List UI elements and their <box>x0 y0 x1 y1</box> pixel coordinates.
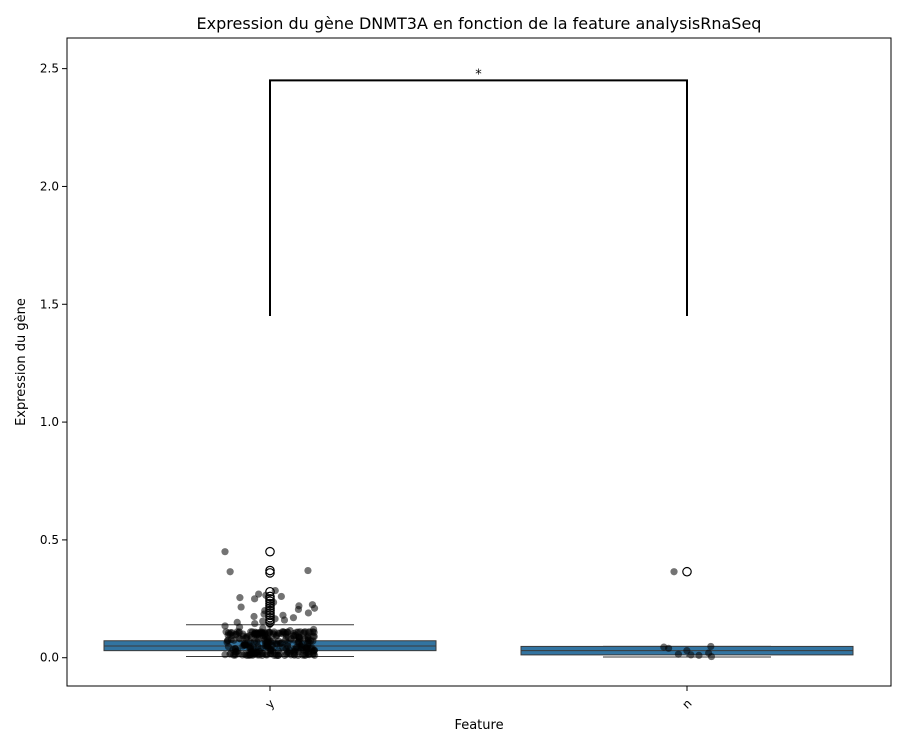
y-tick-label: 2.5 <box>40 62 59 76</box>
strip-point <box>670 568 678 576</box>
strip-point <box>235 650 243 658</box>
strip-point <box>307 637 315 645</box>
strip-point <box>268 647 277 655</box>
strip-point <box>271 615 279 623</box>
strip-point <box>281 651 289 659</box>
strip-point <box>277 592 285 601</box>
x-tick-label: n <box>679 696 694 711</box>
significance-bracket <box>269 79 688 317</box>
x-axis-label: Feature <box>454 718 503 733</box>
strip-point <box>252 648 260 656</box>
strip-point <box>292 646 300 654</box>
strip-point <box>259 649 267 658</box>
strip-point <box>233 628 241 636</box>
strip-point <box>665 644 673 652</box>
strip-point <box>230 636 238 644</box>
strip-point <box>221 651 229 659</box>
strip-point <box>221 622 229 630</box>
strip-point <box>223 638 231 646</box>
y-tick-label: 1.5 <box>40 297 59 311</box>
plot-area: 0.0 0.5 1.0 1.5 2.0 2.5 y n * <box>40 62 854 712</box>
strip-point <box>306 628 314 636</box>
strip-point <box>246 643 254 651</box>
strip-point <box>247 634 255 642</box>
y-tick-label: 0.0 <box>40 651 59 665</box>
strip-point <box>282 645 290 653</box>
strip-point <box>272 632 280 640</box>
strip-point <box>283 628 292 636</box>
strip-point <box>308 644 316 652</box>
strip-point <box>265 621 274 629</box>
strip-point <box>707 642 715 651</box>
strip-point <box>289 614 298 622</box>
strip-point <box>251 619 259 628</box>
strip-point <box>310 604 319 612</box>
strip-point <box>253 638 261 646</box>
y-tick-label: 0.5 <box>40 533 59 547</box>
y-tick-label: 1.0 <box>40 415 59 429</box>
strip-point <box>299 629 308 637</box>
strip-point <box>226 568 234 576</box>
strip-point <box>294 605 303 614</box>
outlier-point <box>265 546 275 557</box>
strip-point <box>262 591 270 599</box>
strip-point <box>674 650 683 658</box>
strip-point <box>268 641 276 649</box>
strip-point <box>278 639 286 647</box>
y-axis-label: Expression du gène <box>14 298 29 426</box>
strip-point <box>695 651 703 659</box>
strip-point <box>260 610 268 618</box>
strip-point <box>261 635 269 644</box>
significance-label: * <box>475 67 482 82</box>
strip-point <box>269 598 278 606</box>
outlier-point <box>682 566 692 577</box>
strip-point <box>287 635 295 643</box>
strip-point <box>236 594 244 602</box>
strip-point <box>221 548 229 556</box>
strip-point <box>707 652 716 661</box>
chart-title: Expression du gène DNMT3A en fonction de… <box>197 14 762 33</box>
strip-point <box>250 612 258 621</box>
strip-point <box>304 609 313 617</box>
strip-point <box>258 629 266 637</box>
strip-point <box>224 629 233 637</box>
strip-point <box>304 566 312 575</box>
strip-point <box>241 650 249 658</box>
outlier-point <box>265 568 275 578</box>
y-tick-label: 2.0 <box>40 179 59 193</box>
strip-point <box>246 651 254 659</box>
x-tick-label: y <box>263 697 278 712</box>
strip-point <box>255 590 263 598</box>
plot-frame <box>66 37 892 687</box>
strip-point <box>231 644 239 653</box>
strip-point <box>259 617 267 625</box>
strip-point <box>239 642 247 650</box>
strip-point <box>280 616 289 624</box>
strip-point <box>253 631 261 639</box>
strip-point <box>237 603 245 611</box>
strip-point <box>294 639 302 647</box>
strip-point <box>687 651 695 659</box>
strip-point <box>251 595 259 603</box>
strip-point <box>271 586 279 595</box>
outlier-point <box>265 565 275 576</box>
